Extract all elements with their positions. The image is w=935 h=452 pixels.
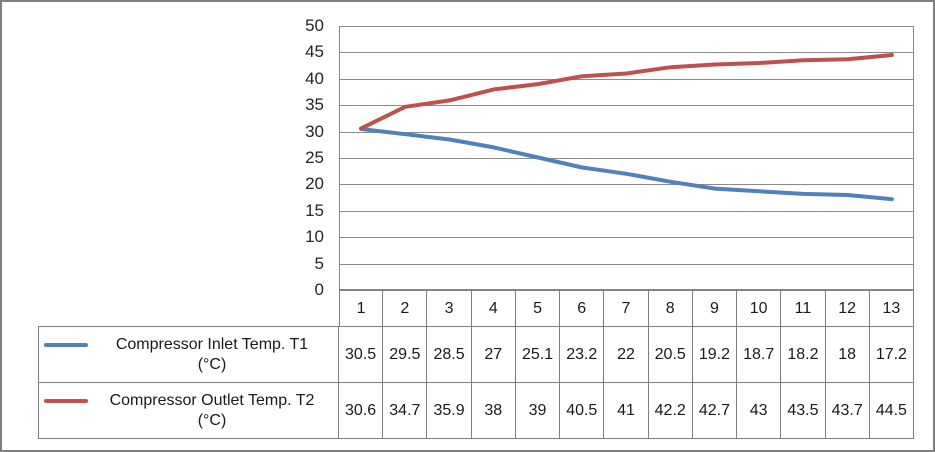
value-cell: 18 bbox=[825, 326, 870, 382]
y-tick-label: 50 bbox=[305, 16, 324, 35]
value-cell: 18.7 bbox=[737, 326, 782, 382]
category-cell: 2 bbox=[383, 290, 428, 326]
y-tick-label: 45 bbox=[305, 42, 324, 61]
series-label-t2-line2: (°C) bbox=[197, 411, 227, 429]
category-cell: 7 bbox=[604, 290, 649, 326]
value-cell: 23.2 bbox=[560, 326, 605, 382]
legend-item-outlet: Compressor Outlet Temp. T2 (°C) bbox=[38, 382, 339, 439]
y-tick-label: 15 bbox=[305, 201, 324, 220]
category-cell: 10 bbox=[737, 290, 782, 326]
value-cell: 38 bbox=[471, 382, 516, 439]
y-axis: 0 5 10 15 20 25 30 35 40 45 50 bbox=[232, 2, 324, 302]
series-line-1 bbox=[359, 127, 894, 202]
value-cell: 41 bbox=[604, 382, 649, 439]
value-cell: 43.7 bbox=[825, 382, 870, 439]
value-cell: 25.1 bbox=[515, 326, 561, 382]
category-cell: 4 bbox=[471, 290, 516, 326]
category-cell: 9 bbox=[692, 290, 738, 326]
y-tick-label: 40 bbox=[305, 69, 324, 88]
category-cell: 13 bbox=[869, 290, 914, 326]
category-cell: 1 bbox=[339, 290, 384, 326]
value-cell: 22 bbox=[604, 326, 649, 382]
value-cell: 28.5 bbox=[427, 326, 472, 382]
value-cell: 29.5 bbox=[383, 326, 428, 382]
legend-key-line-t2 bbox=[44, 398, 88, 403]
value-cell: 30.6 bbox=[339, 382, 384, 439]
plot-border bbox=[339, 26, 914, 290]
value-cell: 35.9 bbox=[427, 382, 472, 439]
series-label-t1-line1: Compressor Inlet Temp. T1 bbox=[115, 335, 309, 353]
series-label-t2: Compressor Outlet Temp. T2 (°C) bbox=[88, 391, 338, 431]
value-cell: 20.5 bbox=[648, 326, 693, 382]
series-label-t1-line2: (°C) bbox=[197, 355, 227, 373]
value-cell: 39 bbox=[515, 382, 561, 439]
legend-key-line-t1 bbox=[44, 342, 88, 347]
value-cell: 44.5 bbox=[869, 382, 914, 439]
value-cell: 17.2 bbox=[869, 326, 914, 382]
line-chart-plot-area bbox=[339, 26, 914, 290]
category-cell: 8 bbox=[648, 290, 693, 326]
value-cell: 27 bbox=[471, 326, 516, 382]
category-cell: 5 bbox=[515, 290, 561, 326]
value-cell: 43.5 bbox=[781, 382, 826, 439]
value-cell: 34.7 bbox=[383, 382, 428, 439]
category-cell: 11 bbox=[781, 290, 826, 326]
value-cell: 40.5 bbox=[560, 382, 605, 439]
y-tick-label: 0 bbox=[314, 280, 324, 299]
value-cell: 43 bbox=[737, 382, 782, 439]
legend-item-inlet: Compressor Inlet Temp. T1 (°C) bbox=[38, 326, 339, 382]
series-line-2 bbox=[359, 53, 894, 131]
y-tick-label: 10 bbox=[305, 227, 324, 246]
category-cell: 6 bbox=[560, 290, 605, 326]
category-cell: 3 bbox=[427, 290, 472, 326]
value-cell: 18.2 bbox=[781, 326, 826, 382]
value-cell: 19.2 bbox=[692, 326, 738, 382]
series-label-t2-line1: Compressor Outlet Temp. T2 bbox=[109, 391, 315, 409]
category-header-row: 1 2 3 4 5 6 7 8 9 10 11 12 13 bbox=[339, 290, 914, 326]
table-row-outlet-temp: Compressor Outlet Temp. T2 (°C) 30.6 34.7… bbox=[38, 382, 914, 439]
y-tick-label: 25 bbox=[305, 148, 324, 167]
y-tick-label: 20 bbox=[305, 174, 324, 193]
category-cell: 12 bbox=[825, 290, 870, 326]
series-label-t1: Compressor Inlet Temp. T1 (°C) bbox=[88, 335, 338, 375]
y-tick-label: 30 bbox=[305, 122, 324, 141]
table-row-inlet-temp: Compressor Inlet Temp. T1 (°C) 30.5 29.5 2… bbox=[38, 326, 914, 382]
value-cell: 42.7 bbox=[692, 382, 738, 439]
y-tick-label: 35 bbox=[305, 95, 324, 114]
value-cell: 30.5 bbox=[339, 326, 384, 382]
y-tick-label: 5 bbox=[314, 254, 324, 273]
value-cell: 42.2 bbox=[648, 382, 693, 439]
